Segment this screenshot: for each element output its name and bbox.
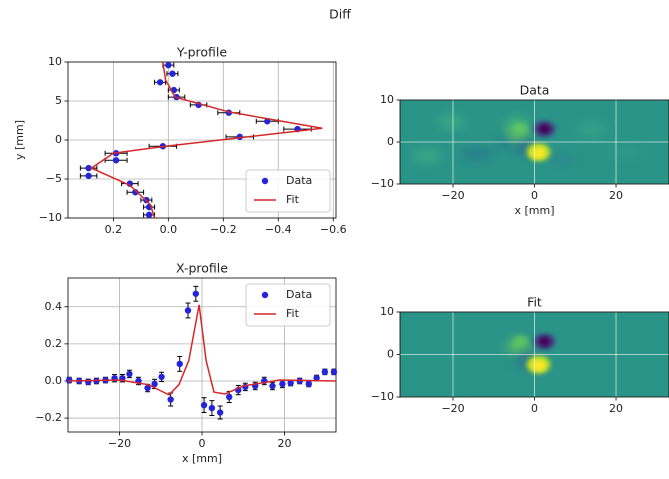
y-tick-label: 0.4 [45,300,63,313]
x-tick-label: −20 [441,402,464,415]
heatmap-blob [575,122,608,138]
data-point [226,393,233,401]
x-tick-label: −0.6 [320,223,347,236]
legend-label: Fit [286,193,300,206]
axes-title: Fit [527,295,542,310]
y-tick-label: 0 [387,348,394,361]
y-tick-label: 10 [380,93,394,106]
y-tick-label: −0.2 [35,411,62,424]
y-tick-label: −10 [371,177,394,190]
data-point [144,384,151,392]
x-tick-label: −0.4 [265,223,292,236]
fit-line [67,304,337,396]
axes-title: Y-profile [176,45,227,60]
heatmap-blob [531,147,546,159]
x-tick-label: −20 [108,437,131,450]
legend-label: Data [286,288,312,301]
y-tick-label: 0.2 [45,337,63,350]
x-axis-label: x [mm] [182,452,222,465]
x-tick-label: 20 [277,437,291,450]
data-point [200,401,208,409]
x-tick-label: 0 [531,189,538,202]
x-axis-label: x [mm] [514,204,554,217]
data-point [158,373,165,381]
data-point [330,368,338,376]
data-point [165,61,172,69]
axes-title: X-profile [176,261,228,276]
y-axis-label: y [mm] [13,120,26,160]
data-point [216,409,224,416]
x-tick-label: 20 [609,402,623,415]
data-point [156,79,164,86]
figure-title: Diff [329,7,351,22]
axes-frame [67,277,337,433]
y-tick-label: 0 [55,133,62,146]
data-point [287,379,294,387]
axes-title: Data [520,83,550,98]
x-tick-label: 20 [609,189,623,202]
axes-frame [67,61,337,219]
x-tick-label: 0.2 [105,223,123,236]
y-tick-label: 0.0 [45,374,63,387]
data-point [192,290,200,297]
axes-frame [399,99,669,185]
x-tick-label: −20 [441,189,464,202]
fit-line [89,61,323,219]
data-point [167,396,174,403]
heatmap-blob [460,147,493,161]
x-tick-label: 0.0 [160,223,178,236]
data-point [85,378,92,386]
data-point [184,307,192,314]
y-tick-label: −5 [46,172,62,185]
legend-marker [261,177,269,185]
y-tick-label: 0 [387,135,394,148]
data-point [66,376,73,384]
heatmap-blob [412,148,441,164]
data-point [85,164,92,172]
data-point [269,382,276,390]
heatmap-blob [531,359,546,372]
data-point [313,374,320,382]
data-point [151,380,158,388]
x-tick-label: −0.2 [210,223,237,236]
heatmap-blob [538,336,551,347]
heatmap-blob [513,335,528,346]
data-point [126,370,133,378]
heatmap-blob [538,124,551,134]
y-tick-label: −10 [39,211,62,224]
y-tick-label: 10 [48,55,62,68]
y-tick-label: 5 [55,94,62,107]
data-point [145,211,153,219]
data-point [321,368,329,376]
heatmap-blob [437,114,466,130]
data-point [112,157,120,164]
axes-frame [399,311,669,398]
data-point [85,172,92,180]
data-point [305,380,312,388]
y-tick-label: 10 [380,305,394,318]
x-tick-label: 0 [531,402,538,415]
data-point [132,189,139,196]
heatmap-blob [547,153,576,167]
y-tick-label: −10 [371,390,394,403]
legend-label: Data [286,174,312,187]
legend-label: Fit [286,307,300,320]
data-point [176,360,183,368]
heatmap-blob [608,144,645,160]
data-point [208,404,216,412]
data-point [169,70,176,77]
heatmap-blob [513,123,528,133]
data-point [279,380,286,388]
legend-marker [261,291,269,299]
x-tick-label: 0 [199,437,206,450]
